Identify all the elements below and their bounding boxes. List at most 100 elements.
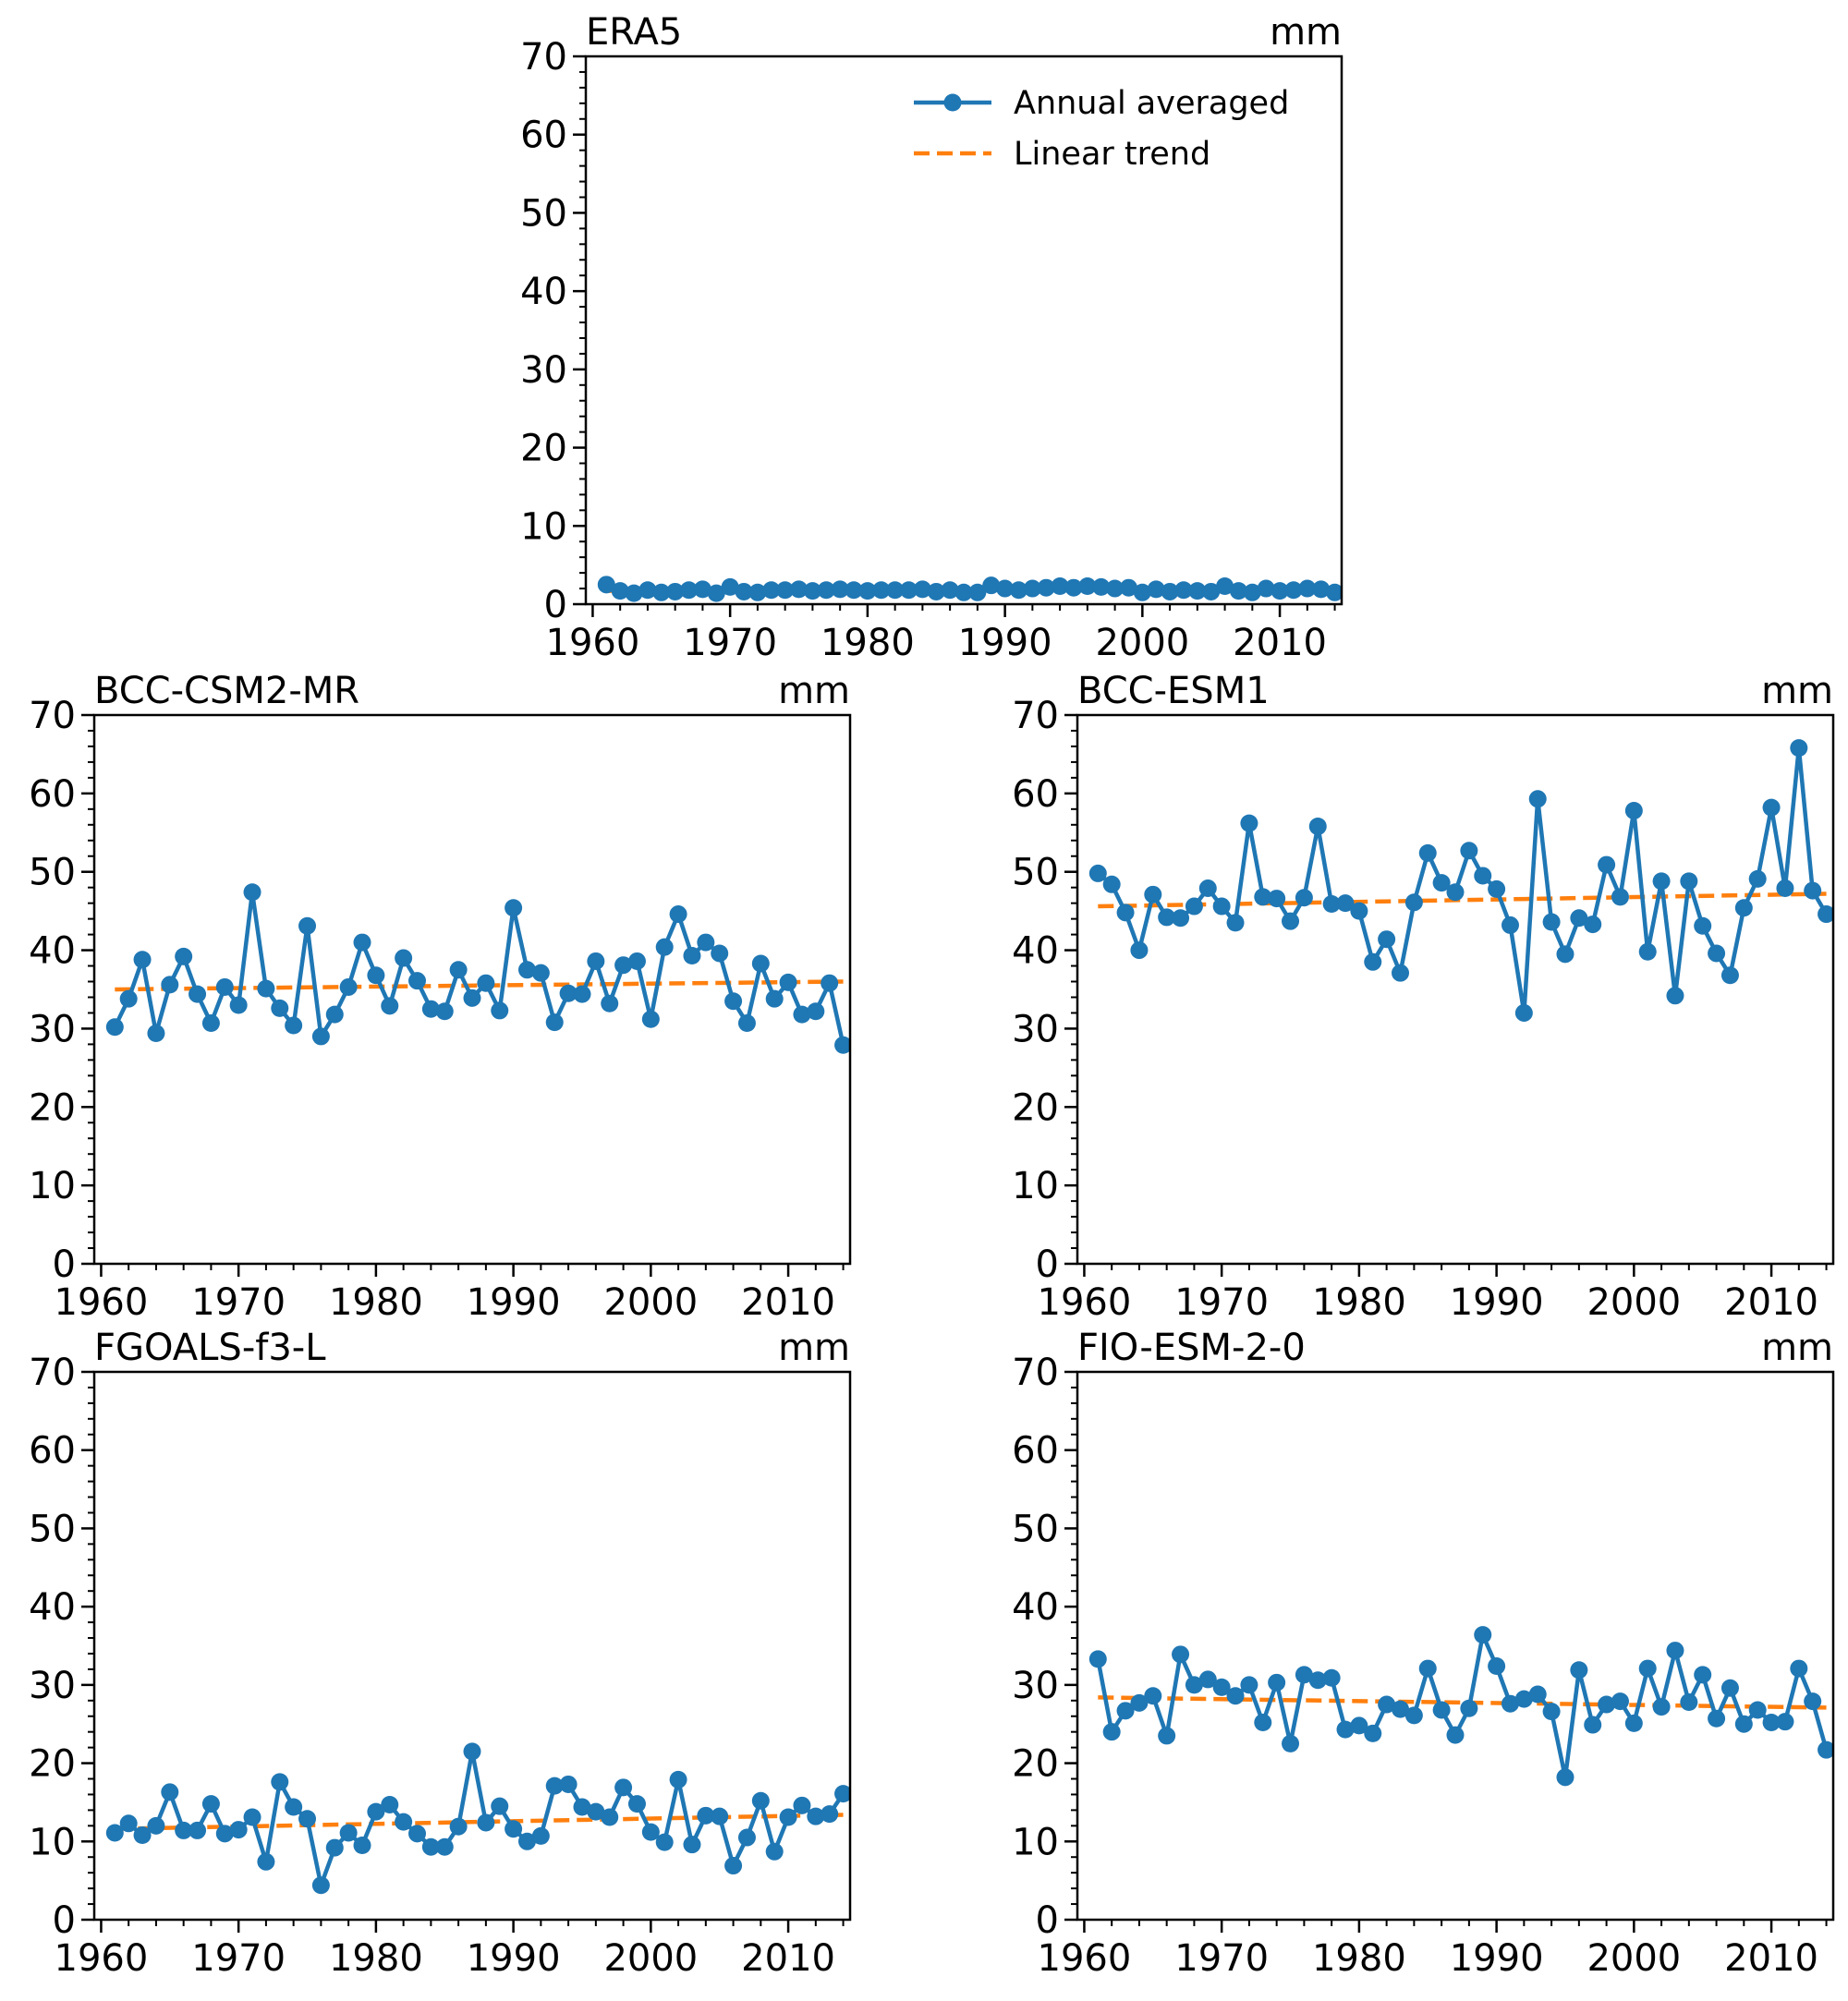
data-point-1977 bbox=[1308, 817, 1327, 835]
data-point-2007 bbox=[1720, 966, 1739, 985]
data-point-1987 bbox=[463, 988, 481, 1007]
data-point-1989 bbox=[982, 576, 1001, 595]
data-point-1965 bbox=[652, 583, 671, 601]
data-point-2003 bbox=[683, 947, 701, 965]
data-point-1991 bbox=[1501, 1694, 1519, 1713]
data-point-1997 bbox=[1092, 577, 1111, 596]
panel-title: BCC-ESM1 bbox=[1077, 670, 1270, 712]
data-point-2013 bbox=[1312, 580, 1331, 599]
data-point-1974 bbox=[1268, 1673, 1286, 1692]
x-tick-label: 1960 bbox=[1038, 1937, 1132, 1980]
data-point-2011 bbox=[1776, 1713, 1794, 1731]
data-point-1989 bbox=[1474, 867, 1492, 885]
data-point-1976 bbox=[311, 1027, 330, 1046]
data-point-1990 bbox=[1488, 879, 1506, 898]
data-point-2008 bbox=[751, 954, 770, 973]
data-point-2004 bbox=[697, 1806, 715, 1825]
data-point-1964 bbox=[147, 1025, 165, 1043]
panel-title: FIO-ESM-2-0 bbox=[1077, 1327, 1306, 1369]
data-point-2005 bbox=[711, 1807, 729, 1825]
data-point-2011 bbox=[1776, 879, 1794, 898]
data-point-2001 bbox=[1147, 580, 1165, 599]
data-point-1979 bbox=[1336, 894, 1355, 913]
data-point-2001 bbox=[1638, 1659, 1657, 1678]
data-point-1974 bbox=[285, 1016, 303, 1035]
data-point-2005 bbox=[711, 944, 729, 963]
data-point-1990 bbox=[996, 579, 1015, 598]
data-point-1982 bbox=[1378, 1695, 1396, 1714]
plot-area bbox=[105, 883, 850, 1054]
data-point-1966 bbox=[1158, 908, 1176, 927]
data-point-2007 bbox=[737, 1013, 756, 1032]
data-point-1996 bbox=[587, 952, 605, 970]
data-point-1965 bbox=[1144, 1687, 1162, 1705]
data-point-1977 bbox=[1308, 1671, 1327, 1690]
data-point-2014 bbox=[1818, 1740, 1833, 1759]
data-point-1985 bbox=[435, 1837, 454, 1856]
y-tick-label: 50 bbox=[1012, 852, 1059, 894]
y-tick-label: 40 bbox=[29, 930, 76, 973]
axes-frame bbox=[1076, 1370, 1835, 1922]
data-point-1966 bbox=[175, 947, 193, 965]
data-point-1998 bbox=[1106, 579, 1125, 598]
data-point-1990 bbox=[1488, 1657, 1506, 1676]
data-point-1963 bbox=[133, 1826, 152, 1845]
data-point-1983 bbox=[900, 581, 918, 600]
y-tick-label: 0 bbox=[1036, 1243, 1059, 1286]
data-point-1999 bbox=[627, 952, 646, 970]
data-point-1967 bbox=[1172, 909, 1190, 928]
y-tick-label: 0 bbox=[53, 1243, 76, 1286]
data-point-1992 bbox=[1023, 579, 1041, 598]
data-point-1966 bbox=[666, 582, 685, 600]
data-point-1992 bbox=[1514, 1690, 1533, 1708]
data-point-1990 bbox=[505, 899, 523, 917]
data-point-1974 bbox=[776, 581, 795, 600]
data-point-1962 bbox=[1102, 1723, 1121, 1741]
data-point-1964 bbox=[638, 581, 657, 600]
data-point-1969 bbox=[215, 1825, 234, 1843]
data-point-1988 bbox=[968, 583, 987, 601]
data-point-2008 bbox=[751, 1791, 770, 1810]
data-point-1982 bbox=[395, 1813, 413, 1831]
data-point-1970 bbox=[229, 996, 248, 1014]
axes-frame bbox=[1076, 713, 1835, 1266]
data-point-2012 bbox=[1790, 1659, 1808, 1678]
y-tick-label: 20 bbox=[29, 1743, 76, 1786]
y-tick-label: 30 bbox=[1012, 1008, 1059, 1050]
data-point-1978 bbox=[339, 1824, 358, 1842]
data-point-1998 bbox=[1598, 1695, 1616, 1714]
data-point-1975 bbox=[298, 1810, 317, 1828]
data-point-2003 bbox=[1666, 987, 1684, 1005]
x-tick-label: 1990 bbox=[1450, 1281, 1544, 1324]
data-point-1972 bbox=[1240, 1676, 1258, 1694]
data-point-1970 bbox=[229, 1821, 248, 1839]
panel-unit: mm bbox=[778, 670, 850, 712]
x-tick-label: 2010 bbox=[1724, 1281, 1818, 1324]
panel-unit: mm bbox=[778, 1327, 850, 1369]
data-point-1988 bbox=[1460, 1699, 1478, 1717]
data-point-1966 bbox=[175, 1821, 193, 1839]
data-point-1990 bbox=[505, 1820, 523, 1838]
data-point-1975 bbox=[790, 580, 808, 599]
x-tick-label: 1980 bbox=[329, 1281, 423, 1324]
data-point-2006 bbox=[724, 1857, 743, 1875]
data-point-1977 bbox=[325, 1838, 344, 1857]
data-point-1963 bbox=[133, 951, 152, 969]
y-tick-label: 20 bbox=[29, 1086, 76, 1129]
plot-area bbox=[1088, 739, 1833, 1022]
y-tick-label: 0 bbox=[53, 1899, 76, 1942]
data-point-1987 bbox=[463, 1742, 481, 1761]
data-point-1983 bbox=[1392, 964, 1410, 982]
data-point-1997 bbox=[601, 994, 619, 1013]
data-point-1997 bbox=[601, 1808, 619, 1826]
x-tick-label: 2000 bbox=[603, 1937, 698, 1980]
data-point-1997 bbox=[1584, 1716, 1602, 1734]
data-point-1999 bbox=[1611, 888, 1629, 906]
x-tick-label: 2010 bbox=[741, 1937, 835, 1980]
panel-fgoals-f3-l: 0 10 20 30 40 50 60 70 1960 1970 1980 1990 2000 2010 F… bbox=[29, 1327, 852, 1980]
x-tick-label: 1990 bbox=[1450, 1937, 1544, 1980]
data-point-1974 bbox=[285, 1798, 303, 1816]
x-tick-label: 2010 bbox=[1233, 622, 1327, 664]
axes-frame bbox=[584, 55, 1343, 606]
data-point-1962 bbox=[611, 582, 629, 600]
